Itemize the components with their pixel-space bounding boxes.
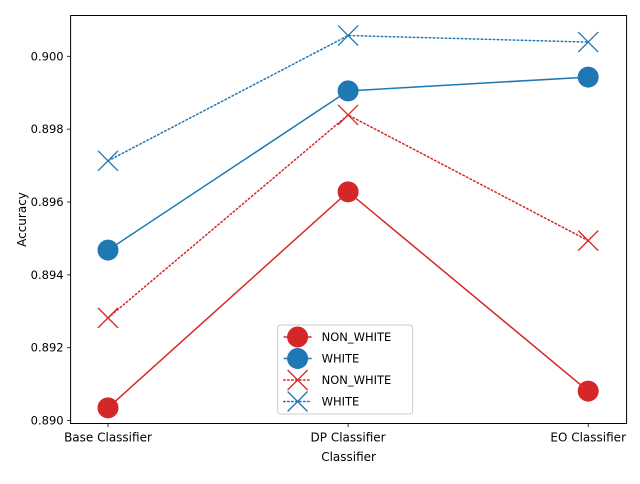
legend-marker — [287, 348, 309, 369]
y-tick-label: 0.896 — [31, 195, 64, 209]
legend-label: NON_WHITE — [322, 373, 392, 387]
y-tick-label: 0.894 — [31, 268, 64, 282]
data-point — [97, 239, 119, 261]
data-point — [577, 31, 599, 53]
legend-marker — [287, 391, 309, 412]
data-point — [337, 25, 359, 46]
x-tick-label: EO Classifier — [550, 431, 626, 445]
y-tick-label: 0.892 — [31, 341, 64, 355]
legend-item: NON_WHITE — [282, 369, 392, 391]
legend-item: WHITE — [282, 391, 360, 412]
plot-area: 0.890 0.892 0.894 0.896 0.898 0.900 Base Clas… — [31, 15, 628, 445]
legend-marker — [287, 369, 309, 391]
legend: NON_WHITE WHITE NON_WHITE WHITE — [277, 324, 414, 415]
series-3 — [97, 25, 599, 172]
y-tick-label: 0.900 — [31, 49, 64, 63]
y-tick-label: 0.898 — [31, 122, 64, 136]
data-point — [337, 80, 359, 102]
y-axis-label: Accuracy — [15, 192, 29, 247]
legend-label: WHITE — [322, 352, 360, 366]
legend-item: WHITE — [283, 348, 360, 369]
x-axis-label: Classifier — [321, 450, 376, 464]
series-1 — [97, 66, 599, 261]
data-point — [337, 104, 359, 126]
data-point — [577, 66, 599, 88]
data-point — [577, 230, 599, 252]
series-2 — [97, 104, 599, 329]
series-line — [107, 76, 589, 251]
legend-marker — [287, 326, 309, 348]
x-tick-label: Base Classifier — [64, 431, 152, 445]
y-tick-label: 0.890 — [31, 414, 64, 428]
data-point — [97, 150, 119, 172]
data-point — [97, 397, 119, 419]
series-layer — [97, 25, 599, 419]
x-tick-label: DP Classifier — [311, 431, 386, 445]
data-point — [97, 307, 119, 329]
y-axis-ticks: 0.890 0.892 0.894 0.896 0.898 0.900 — [31, 49, 71, 428]
plot-frame — [70, 15, 628, 424]
data-point — [337, 181, 359, 203]
legend-box — [277, 324, 414, 415]
x-axis-ticks: Base Classifier DP Classifier EO Classifie… — [64, 423, 626, 445]
legend-label: NON_WHITE — [322, 330, 392, 344]
series-0 — [97, 181, 599, 419]
legend-item: NON_WHITE — [283, 326, 392, 348]
series-line — [107, 114, 589, 319]
legend-label: WHITE — [322, 395, 360, 409]
data-point — [577, 380, 599, 402]
